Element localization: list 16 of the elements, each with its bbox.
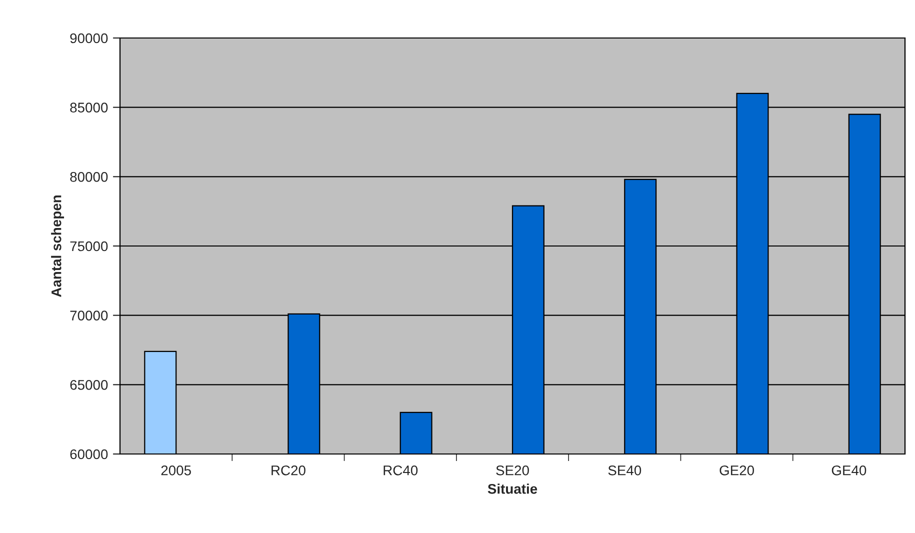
x-tick-label: RC40: [384, 465, 418, 476]
y-axis-title: Aantal schepen: [51, 196, 64, 297]
x-axis-title: Situatie: [488, 484, 538, 494]
x-tick-label: SE20: [496, 465, 529, 476]
x-tick-label: SE40: [608, 465, 642, 476]
x-tick-label: RC20: [272, 465, 306, 476]
y-tick-label: 70000: [70, 310, 108, 321]
y-tick-label: 80000: [70, 172, 108, 182]
x-tick-label: GE40: [832, 465, 866, 476]
y-tick-label: 85000: [70, 102, 108, 113]
x-tick-label: 2005: [161, 465, 191, 476]
y-tick-label: 75000: [70, 241, 108, 252]
y-tick-label: 60000: [70, 449, 108, 460]
x-tick-label: GE20: [720, 465, 754, 476]
y-tick-label: 90000: [70, 33, 108, 44]
y-tick-label: 65000: [70, 380, 108, 390]
